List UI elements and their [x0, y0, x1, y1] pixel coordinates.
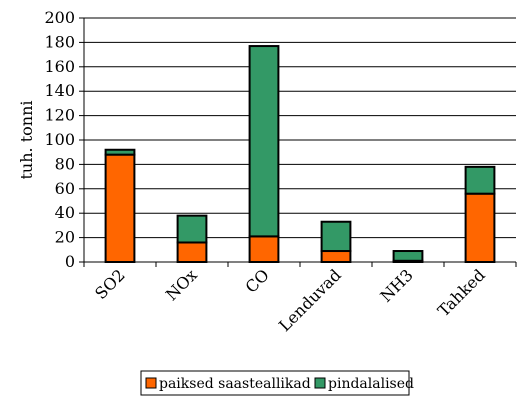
bars	[104, 45, 496, 264]
y-tick-label-80: 80	[55, 154, 75, 173]
bar-Lenduvad-pindalalised	[320, 220, 352, 253]
x-tick-label-SO2: SO2	[91, 265, 129, 303]
y-tick-label-100: 100	[44, 130, 75, 149]
x-tick-label-NOx: NOx	[162, 265, 201, 304]
y-tick-label-200: 200	[44, 8, 75, 27]
y-tick-label-0: 0	[65, 252, 75, 271]
bar-Tahked-paiksed	[464, 192, 496, 263]
legend-box	[140, 370, 410, 396]
legend: paiksed saasteallikad pindalalised	[140, 370, 414, 396]
y-tick-label-180: 180	[44, 32, 75, 51]
bar-NOx-paiksed	[176, 241, 208, 263]
y-tick-label-60: 60	[55, 179, 75, 198]
bar-SO2-pindalalised	[104, 148, 136, 156]
y-axis-label: tuh. tonni	[17, 101, 36, 180]
bar-SO2-paiksed	[104, 153, 136, 263]
x-tick-label-NH3: NH3	[376, 265, 416, 305]
legend-label-paiksed: paiksed saasteallikad	[159, 376, 311, 392]
x-tick-label-CO: CO	[241, 265, 272, 296]
y-tick-label-140: 140	[44, 81, 75, 100]
bar-Tahked-pindalalised	[464, 165, 496, 195]
legend-label-pindalalised: pindalalised	[328, 376, 414, 392]
legend-swatch-pindalalised	[314, 377, 326, 389]
bar-NH3-pindalalised	[392, 250, 424, 262]
gridlines	[84, 17, 516, 239]
x-axis-ticks: SO2 NOx CO Lenduvad NH3 Tahked	[83, 262, 517, 335]
y-tick-label-20: 20	[55, 228, 75, 247]
bar-CO-pindalalised	[248, 45, 280, 238]
x-tick-label-Tahked: Tahked	[434, 265, 489, 320]
bar-CO-paiksed	[248, 235, 280, 264]
y-tick-label-120: 120	[44, 106, 75, 125]
bar-Lenduvad-paiksed	[320, 250, 352, 264]
x-tick-label-Lenduvad: Lenduvad	[275, 265, 345, 335]
y-tick-label-40: 40	[55, 203, 75, 222]
bar-NOx-pindalalised	[176, 214, 208, 244]
y-tick-label-160: 160	[44, 57, 75, 76]
legend-swatch-paiksed	[145, 377, 157, 389]
y-axis-ticks: 0 20 40 60 80 100 120 140 160 180 200	[44, 8, 84, 271]
